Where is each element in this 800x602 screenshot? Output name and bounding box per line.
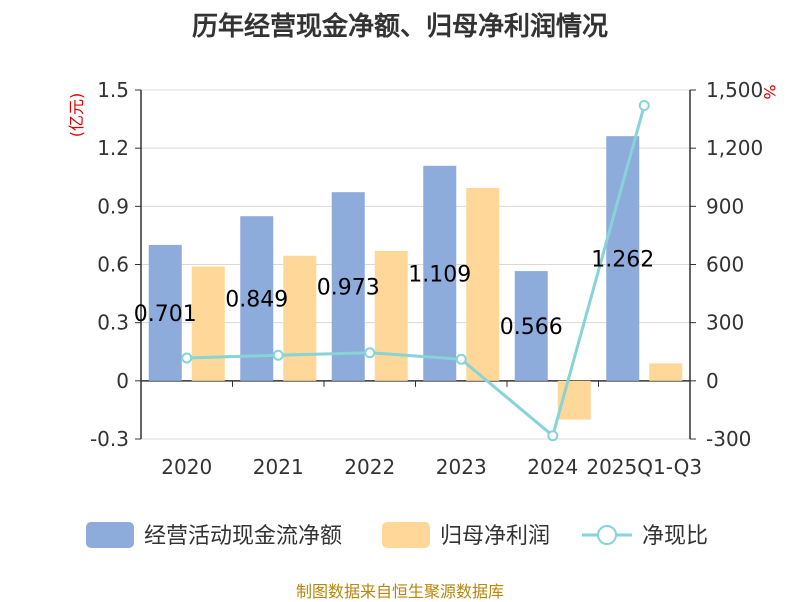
legend-swatch-net-profit	[382, 522, 430, 548]
legend-swatch-cashflow	[86, 522, 134, 548]
category-label: 2020	[161, 455, 212, 479]
legend-swatch-ratio-marker	[597, 525, 617, 545]
net-profit-bar	[191, 266, 225, 381]
cashflow-bar	[240, 216, 274, 381]
chart-title: 历年经营现金净额、归母净利润情况	[191, 12, 608, 42]
category-label: 2022	[344, 455, 395, 479]
net-profit-bar	[283, 255, 317, 381]
category-label: 2024	[527, 455, 578, 479]
ratio-point	[638, 100, 650, 112]
cashflow-bar	[606, 136, 640, 381]
right-tick-label: -300	[706, 427, 751, 451]
ratio-point	[181, 352, 193, 364]
net-profit-bar	[374, 250, 408, 381]
cashflow-bar	[148, 244, 182, 381]
category-label: 2025Q1-Q3	[586, 455, 702, 479]
right-tick-label: 600	[706, 253, 744, 277]
left-tick-label: 1.2	[97, 136, 129, 160]
legend-label-cashflow[interactable]: 经营活动现金流净额	[144, 524, 342, 549]
cashflow-value-label: 0.701	[134, 302, 197, 327]
bars	[148, 136, 683, 420]
right-tick-label: 900	[706, 194, 744, 218]
right-axis-unit: %	[760, 84, 779, 99]
ratio-point	[547, 430, 559, 442]
cashflow-bar	[331, 192, 365, 381]
cashflow-value-label: 0.849	[225, 288, 288, 313]
right-tick-label: 1,200	[706, 136, 763, 160]
right-tick-label: 1,500	[706, 78, 763, 102]
category-label: 2023	[436, 455, 487, 479]
cashflow-value-label: 1.262	[591, 247, 654, 272]
left-tick-label: 0.9	[97, 194, 129, 218]
ratio-point	[364, 347, 376, 359]
ratio-line	[181, 100, 650, 442]
left-tick-label: 1.5	[97, 78, 129, 102]
net-profit-bar	[466, 187, 500, 381]
ratio-point	[272, 349, 284, 361]
right-tick-label: 300	[706, 311, 744, 335]
cashflow-value-label: 0.566	[500, 315, 563, 340]
category-label: 2021	[253, 455, 304, 479]
net-profit-bar	[649, 363, 683, 381]
legend[interactable]: 经营活动现金流净额 归母净利润 净现比	[86, 522, 708, 549]
ratio-line-path	[186, 105, 646, 439]
legend-label-net-profit[interactable]: 归母净利润	[440, 524, 550, 549]
axes: -0.3 0 0.3 0.6 0.9 1.2 1.5 -300 0 300 600 900 1,200 1…	[67, 78, 779, 479]
cashflow-value-label: 0.973	[317, 276, 380, 301]
legend-label-ratio[interactable]: 净现比	[642, 524, 708, 549]
ratio-point	[455, 353, 467, 365]
left-axis-unit: (亿元)	[67, 93, 86, 138]
left-tick-label: 0.6	[97, 253, 129, 277]
left-tick-label: -0.3	[90, 427, 129, 451]
left-tick-label: 0.3	[97, 311, 129, 335]
cashflow-bar	[423, 165, 457, 381]
data-labels: 0.701 0.849 0.973 1.109 0.566 1.262	[134, 247, 654, 339]
cashflow-value-label: 1.109	[408, 262, 471, 287]
source-footer: 制图数据来自恒生聚源数据库	[295, 582, 504, 601]
cashflow-bar	[514, 271, 548, 381]
left-tick-label: 0	[116, 369, 129, 393]
right-tick-label: 0	[706, 369, 719, 393]
